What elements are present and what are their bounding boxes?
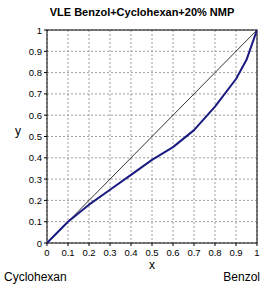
- y-grid-line: [47, 221, 257, 222]
- grid: [47, 30, 257, 243]
- chart-container: VLE Benzol+Cyclohexan+20% NMP 0 0.1 0.2 0.3 0…: [0, 0, 264, 290]
- x-tick-label: 0.2: [82, 247, 95, 258]
- x-tick-label: 0.4: [124, 247, 137, 258]
- x-tick-label: 0.1: [61, 247, 74, 258]
- y-tick-label: 1: [37, 25, 42, 36]
- plot-area: [47, 30, 257, 243]
- y-axis-label: y: [15, 124, 21, 138]
- y-tick-label: 0.4: [29, 152, 42, 163]
- y-grid-line: [47, 179, 257, 180]
- x-tick-label: 0.7: [187, 247, 200, 258]
- x-tick-label: 1: [254, 247, 259, 258]
- y-grid-line: [47, 200, 257, 201]
- background: [0, 0, 264, 290]
- chart-svg: VLE Benzol+Cyclohexan+20% NMP 0 0.1 0.2 0.3 0…: [0, 0, 264, 290]
- y-tick-label: 0.5: [29, 131, 42, 142]
- series-line: [47, 30, 257, 243]
- x-tick-label: 0: [44, 247, 49, 258]
- x-tick-label: 0.9: [229, 247, 242, 258]
- y-tick-label: 0.8: [29, 67, 42, 78]
- series-line: [47, 30, 257, 243]
- y-tick-label: 0.2: [29, 195, 42, 206]
- x-grid-line: [110, 30, 111, 243]
- x-tick-label: 0.3: [103, 247, 116, 258]
- x-axis-label: x: [149, 258, 155, 272]
- y-tick-label: 0.3: [29, 174, 42, 185]
- y-tick-label: 0.7: [29, 88, 42, 99]
- x-grid-line: [194, 30, 195, 243]
- y-tick-label: 0: [37, 238, 42, 249]
- x-tick-label: 0.5: [145, 247, 158, 258]
- y-tick-label: 0.1: [29, 216, 42, 227]
- x-tick-label: 0.6: [166, 247, 179, 258]
- x-tick-label: 0.8: [208, 247, 221, 258]
- y-grid-line: [47, 115, 257, 116]
- y-tick-label: 0.6: [29, 110, 42, 121]
- y-grid-line: [47, 157, 257, 158]
- plot-frame: [47, 30, 257, 243]
- y-grid-line: [47, 51, 257, 52]
- title: VLE Benzol+Cyclohexan+20% NMP: [50, 6, 235, 18]
- y-grid-line: [47, 72, 257, 73]
- y-tick-label: 0.9: [29, 46, 42, 57]
- annotation: Cyclohexan: [4, 270, 67, 284]
- annotation: Benzol: [223, 270, 260, 284]
